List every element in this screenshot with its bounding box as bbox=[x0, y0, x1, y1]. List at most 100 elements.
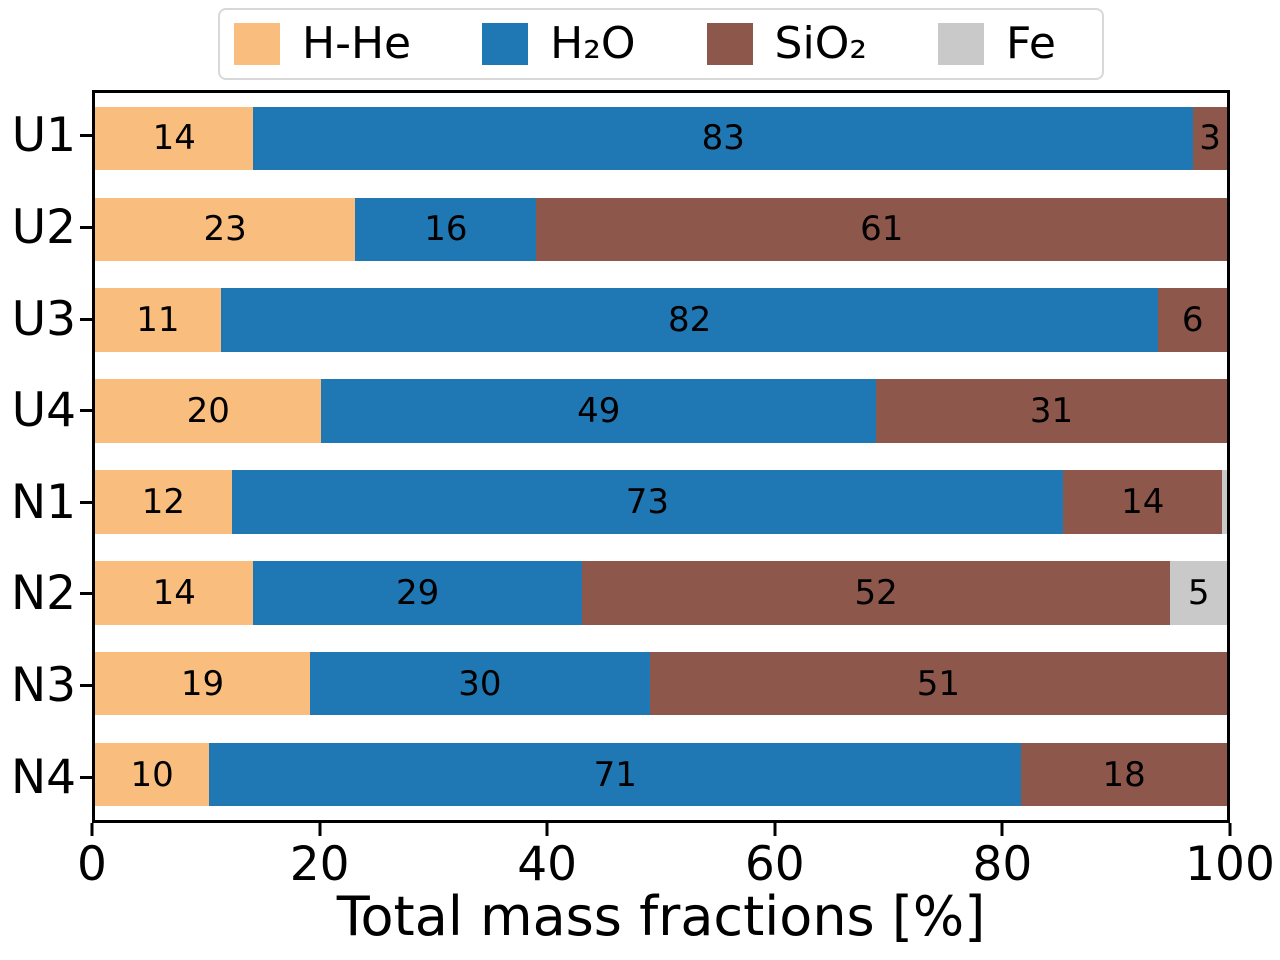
bar-value-label: 14 bbox=[152, 572, 196, 613]
bar-value-label: 20 bbox=[186, 391, 230, 432]
bar-row-U4: 20 49 31 bbox=[95, 366, 1228, 457]
legend-item-3: SiO₂ bbox=[706, 22, 867, 66]
bar-value-label: 12 bbox=[141, 481, 185, 522]
bar-segment-N3-SiO₂: 51 bbox=[649, 651, 1227, 716]
bar-segment-N4-SiO₂: 18 bbox=[1021, 742, 1227, 807]
x-axis-title: Total mass fractions [%] bbox=[336, 885, 986, 948]
x-tick-mark bbox=[1228, 823, 1232, 836]
bar-value-label: 10 bbox=[130, 754, 174, 795]
bar-value-label: 82 bbox=[667, 300, 712, 341]
y-axis-labels: U1 U2 U3 U4 N1 N2 N3 N4 bbox=[0, 90, 76, 823]
bar-segment-N1-SiO₂: 14 bbox=[1063, 470, 1223, 534]
bar-segment-U2-SiO₂: 61 bbox=[536, 197, 1227, 262]
y-tick-mark bbox=[80, 592, 92, 596]
bar-value-label: 3 bbox=[1199, 118, 1221, 159]
x-tick-mark bbox=[545, 823, 549, 836]
y-tick-mark bbox=[80, 317, 92, 321]
bar-value-label: 73 bbox=[625, 481, 669, 522]
bar-value-label: 14 bbox=[1121, 481, 1165, 522]
y-tick-row-N4: N4 bbox=[0, 731, 76, 823]
x-axis-ticks: 0 20 40 60 80 100 bbox=[77, 823, 1275, 893]
legend-label: H₂O bbox=[550, 18, 636, 69]
bar-value-label: 6 bbox=[1181, 300, 1204, 341]
y-tick-row-N1: N1 bbox=[0, 457, 76, 549]
bar-value-label: 49 bbox=[577, 391, 621, 432]
bar-segment-U1-H₂O: 83 bbox=[253, 106, 1194, 171]
y-tick-label-N3: N3 bbox=[10, 658, 76, 714]
stacked-bar-N3: 19 30 51 bbox=[95, 651, 1227, 716]
legend-swatch-icon bbox=[706, 23, 753, 65]
bar-value-label: 16 bbox=[424, 209, 468, 250]
x-tick-label-60: 60 bbox=[744, 837, 805, 892]
x-tick-label-80: 80 bbox=[972, 837, 1033, 892]
bar-row-N1: 12 73 14 bbox=[95, 457, 1227, 548]
bar-segment-N3-H₂O: 30 bbox=[310, 651, 650, 716]
bar-segment-N2-Fe: 5 bbox=[1170, 561, 1227, 625]
y-tick-mark bbox=[80, 225, 92, 229]
y-tick-row-U1: U1 bbox=[0, 90, 76, 182]
stacked-bar-U3: 11 82 6 bbox=[95, 288, 1227, 352]
y-tick-label-U2: U2 bbox=[11, 199, 76, 255]
bar-segment-N2-H₂O: 29 bbox=[253, 561, 582, 625]
bar-segment-N1-H₂O: 73 bbox=[231, 470, 1063, 534]
stacked-bar-U2: 23 16 61 bbox=[95, 197, 1227, 262]
y-tick-label-N1: N1 bbox=[10, 474, 76, 530]
bar-value-label: 29 bbox=[395, 572, 440, 613]
bar-value-label: 5 bbox=[1187, 572, 1210, 613]
legend-item-2: H₂O bbox=[482, 18, 636, 69]
bar-value-label: 61 bbox=[860, 209, 904, 250]
y-tick-mark bbox=[80, 500, 92, 504]
x-tick-label-40: 40 bbox=[517, 837, 578, 892]
bar-segment-U3-H-He: 11 bbox=[95, 288, 221, 352]
y-tick-row-N2: N2 bbox=[0, 548, 76, 640]
legend-item-4: Fe bbox=[938, 22, 1056, 66]
bar-value-label: 18 bbox=[1102, 754, 1146, 795]
bar-row-N2: 14 29 52 5 bbox=[95, 547, 1227, 638]
bar-value-label: 52 bbox=[854, 572, 898, 613]
bar-segment-U1-H-He: 14 bbox=[95, 106, 254, 171]
bar-segment-N2-H-He: 14 bbox=[95, 561, 254, 625]
legend-label: H-He bbox=[302, 18, 412, 69]
y-tick-row-U2: U2 bbox=[0, 182, 76, 274]
legend-swatch-icon bbox=[234, 23, 280, 65]
bar-value-label: 31 bbox=[1029, 391, 1074, 432]
bar-segment-U2-H-He: 23 bbox=[95, 197, 356, 262]
bar-row-N4: 10 71 18 bbox=[95, 729, 1227, 820]
bar-row-N3: 19 30 51 bbox=[95, 638, 1227, 729]
stacked-bar-N2: 14 29 52 5 bbox=[95, 561, 1227, 625]
y-tick-label-U4: U4 bbox=[11, 383, 76, 439]
bar-segment-U3-H₂O: 82 bbox=[220, 288, 1159, 352]
x-tick-mark bbox=[773, 823, 777, 836]
plot-area: 14 83 3 23 16 61 11 82 6 20 49 31 12 73 14 14 29 52 5 19 30 5… bbox=[92, 90, 1230, 823]
legend-label: Fe bbox=[1006, 18, 1056, 69]
bar-value-label: 71 bbox=[593, 754, 637, 795]
legend-item-1: H-He bbox=[234, 22, 411, 66]
bar-segment-N2-SiO₂: 52 bbox=[581, 561, 1171, 625]
y-tick-mark bbox=[80, 134, 92, 138]
chart-legend: H-He H₂O SiO₂ Fe bbox=[218, 8, 1104, 80]
x-tick-mark bbox=[1000, 823, 1004, 836]
bar-segment-N1-H-He: 12 bbox=[95, 470, 232, 534]
y-tick-row-U3: U3 bbox=[0, 273, 76, 365]
bar-value-label: 83 bbox=[701, 118, 745, 159]
stacked-bar-U1: 14 83 3 bbox=[95, 106, 1227, 171]
y-tick-label-U3: U3 bbox=[11, 291, 76, 347]
x-tick-mark bbox=[90, 823, 94, 836]
stacked-bar-N1: 12 73 14 bbox=[95, 470, 1227, 534]
x-tick-label-100: 100 bbox=[1185, 837, 1275, 892]
bar-segment-N1-Fe bbox=[1222, 470, 1227, 534]
bar-segment-U3-SiO₂: 6 bbox=[1158, 288, 1227, 352]
bar-row-U1: 14 83 3 bbox=[95, 93, 1227, 184]
bar-row-U3: 11 82 6 bbox=[95, 275, 1227, 366]
y-tick-mark bbox=[80, 684, 92, 688]
legend-swatch-icon bbox=[938, 23, 985, 65]
bar-segment-N4-H-He: 10 bbox=[95, 742, 210, 807]
y-tick-row-U4: U4 bbox=[0, 365, 76, 457]
x-tick-label-0: 0 bbox=[77, 837, 107, 892]
stacked-bar-N4: 10 71 18 bbox=[95, 742, 1227, 807]
bar-value-label: 19 bbox=[180, 663, 225, 704]
x-tick-label-20: 20 bbox=[289, 837, 350, 892]
y-tick-mark bbox=[80, 409, 92, 413]
x-tick-mark bbox=[318, 823, 322, 836]
